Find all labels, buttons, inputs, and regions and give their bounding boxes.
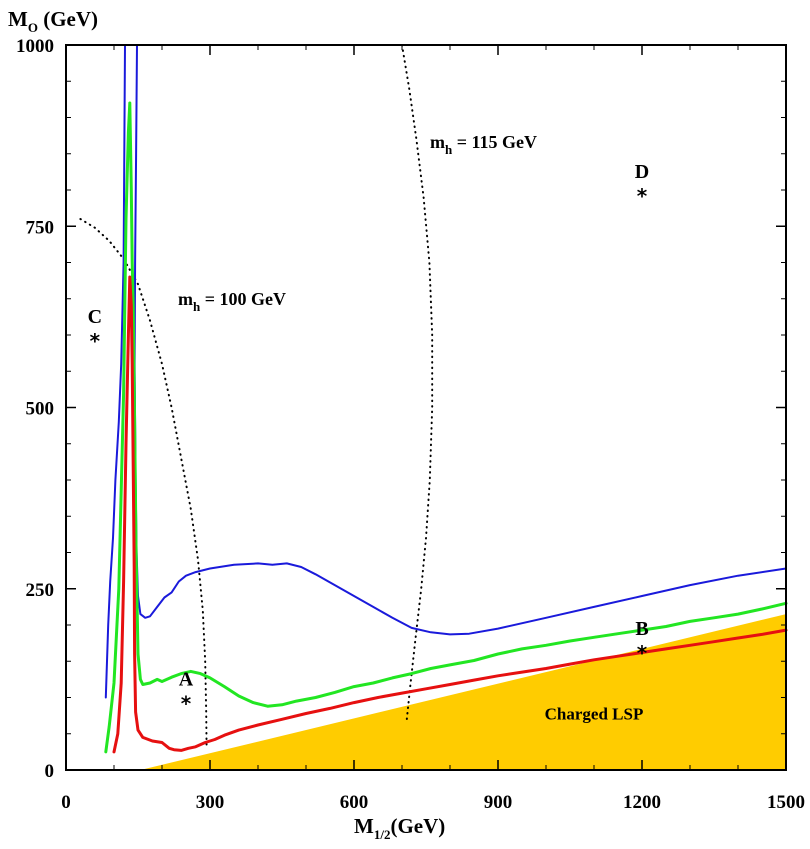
x-axis-title: M1/2(GeV) [354, 814, 445, 842]
series-layer [104, 44, 788, 754]
y-tick-label: 250 [26, 580, 55, 601]
x-tick-label: 0 [61, 792, 71, 813]
point-layer: A*B*C*D* [88, 161, 650, 716]
point-A-marker: * [181, 692, 192, 716]
x-tick-label: 300 [196, 792, 225, 813]
higgs-contour-1 [401, 44, 434, 721]
point-D-marker: * [637, 184, 648, 208]
contour-label-1: mh = 115 GeV [430, 132, 537, 157]
x-tick-label: 1200 [623, 792, 661, 813]
y-tick-label: 750 [26, 217, 55, 238]
tick-layer: 0 300 600 900 1200 1500 0 250 500 750 1000 [16, 36, 805, 813]
x-tick-label: 900 [484, 792, 513, 813]
point-A-label: A [179, 669, 194, 691]
higgs-contour-0 [79, 218, 208, 750]
point-B-label: B [635, 618, 648, 640]
y-tick-label: 500 [26, 399, 55, 420]
point-B-marker: * [637, 641, 648, 665]
series-2-line-0 [112, 275, 788, 754]
y-tick-label: 1000 [16, 36, 54, 57]
y-axis-title: MO (GeV) [8, 7, 98, 35]
point-C-label: C [88, 306, 102, 328]
series-0-line-0 [104, 44, 126, 699]
label-layer: MO (GeV) M1/2(GeV) mh = 100 GeV mh = 115 Ge… [8, 7, 643, 842]
higgs-mass-contour-layer [79, 44, 434, 750]
charged-lsp-region-layer [140, 614, 786, 770]
series-1-line-0 [104, 101, 788, 754]
x-tick-label: 600 [340, 792, 369, 813]
y-tick-label: 0 [45, 761, 55, 782]
charged-lsp-label: Charged LSP [545, 704, 644, 723]
point-C-marker: * [90, 329, 101, 353]
charged-lsp-region [140, 614, 786, 770]
point-D-label: D [635, 161, 649, 183]
x-tick-label: 1500 [767, 792, 805, 813]
contour-label-0: mh = 100 GeV [178, 289, 286, 314]
